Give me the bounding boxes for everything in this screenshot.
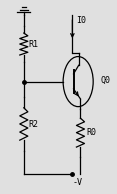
Text: -V: -V bbox=[72, 178, 82, 187]
Text: Q0: Q0 bbox=[100, 76, 110, 85]
Text: I0: I0 bbox=[76, 16, 86, 25]
Text: R1: R1 bbox=[28, 40, 38, 48]
Text: R2: R2 bbox=[28, 120, 38, 129]
Text: R0: R0 bbox=[86, 128, 96, 137]
